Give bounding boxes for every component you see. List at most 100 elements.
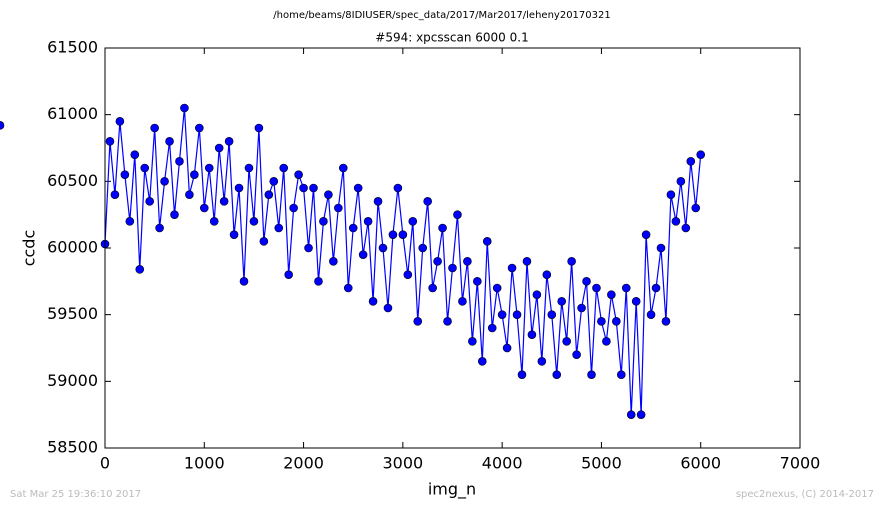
data-point bbox=[105, 137, 115, 146]
footer-right: spec2nexus, (C) 2014-2017 bbox=[736, 489, 874, 500]
data-point bbox=[299, 183, 308, 193]
data-point bbox=[334, 203, 343, 213]
x-tick-label: 5000 bbox=[581, 454, 622, 473]
data-point bbox=[329, 257, 338, 266]
data-point bbox=[502, 343, 512, 353]
data-point bbox=[160, 177, 169, 186]
data-point bbox=[557, 297, 567, 306]
data-point bbox=[602, 337, 611, 346]
x-tick-label: 7000 bbox=[780, 454, 821, 473]
data-point bbox=[324, 190, 333, 199]
data-point bbox=[195, 123, 204, 133]
data-point bbox=[656, 243, 666, 253]
data-point bbox=[145, 197, 154, 206]
data-point bbox=[120, 170, 130, 179]
data-point bbox=[592, 283, 601, 293]
data-point bbox=[517, 370, 527, 379]
data-point bbox=[398, 230, 408, 239]
data-point bbox=[671, 217, 681, 226]
data-point bbox=[199, 203, 209, 213]
y-tick-label: 59000 bbox=[47, 371, 98, 390]
data-point bbox=[175, 157, 184, 166]
plot-frame bbox=[104, 47, 801, 449]
data-point bbox=[607, 290, 616, 299]
data-point bbox=[378, 243, 388, 253]
data-point bbox=[681, 223, 691, 233]
x-axis-label: img_n bbox=[428, 480, 476, 500]
data-point bbox=[185, 190, 194, 199]
y-tick-label: 61500 bbox=[47, 38, 98, 57]
x-tick-label: 1000 bbox=[184, 454, 225, 473]
y-tick-label: 58500 bbox=[47, 438, 98, 457]
data-point bbox=[314, 277, 323, 286]
data-point bbox=[562, 337, 571, 346]
data-point bbox=[537, 357, 547, 366]
data-point bbox=[577, 303, 586, 313]
data-point bbox=[130, 150, 140, 159]
data-point bbox=[304, 243, 313, 253]
data-point bbox=[269, 177, 279, 186]
x-tick-label: 0 bbox=[100, 454, 110, 473]
y-tick-label: 60000 bbox=[47, 238, 98, 257]
data-point bbox=[597, 317, 606, 326]
data-point bbox=[279, 163, 289, 173]
data-point bbox=[547, 310, 557, 319]
data-point bbox=[249, 217, 259, 226]
data-point bbox=[686, 157, 696, 166]
data-point bbox=[468, 337, 477, 346]
data-point bbox=[214, 143, 224, 153]
data-point bbox=[542, 270, 552, 279]
data-point bbox=[353, 183, 363, 193]
data-point bbox=[448, 263, 457, 273]
data-point bbox=[388, 230, 398, 239]
data-point bbox=[338, 163, 348, 173]
data-point bbox=[631, 297, 641, 306]
data-point bbox=[587, 370, 596, 379]
data-point bbox=[636, 410, 646, 419]
data-point bbox=[572, 350, 581, 359]
data-point bbox=[219, 197, 229, 206]
data-point bbox=[423, 197, 432, 206]
data-point bbox=[453, 210, 462, 219]
data-point bbox=[358, 250, 368, 259]
data-point bbox=[348, 223, 358, 233]
x-tick-label: 3000 bbox=[382, 454, 423, 473]
data-point bbox=[616, 370, 626, 379]
data-point bbox=[319, 217, 328, 226]
data-point bbox=[463, 257, 472, 266]
data-point bbox=[234, 183, 244, 193]
data-point bbox=[155, 223, 164, 233]
data-point bbox=[646, 310, 656, 319]
x-tick-label: 4000 bbox=[482, 454, 523, 473]
data-point bbox=[443, 317, 452, 326]
data-point bbox=[264, 190, 274, 199]
data-point bbox=[0, 121, 5, 130]
data-point bbox=[393, 183, 403, 193]
data-point bbox=[532, 290, 542, 299]
data-point bbox=[209, 217, 219, 226]
data-point bbox=[140, 163, 150, 173]
data-point bbox=[165, 137, 174, 146]
data-point bbox=[373, 197, 383, 206]
data-point bbox=[661, 317, 671, 326]
data-point bbox=[512, 310, 522, 319]
data-point bbox=[294, 170, 303, 179]
data-point bbox=[368, 297, 378, 306]
data-point bbox=[651, 283, 661, 293]
data-point bbox=[413, 317, 423, 326]
data-point bbox=[224, 137, 234, 146]
data-point bbox=[170, 210, 179, 219]
data-point bbox=[125, 217, 135, 226]
data-point bbox=[433, 257, 442, 266]
data-point bbox=[691, 203, 701, 213]
data-point bbox=[289, 203, 298, 213]
data-point bbox=[492, 283, 502, 293]
x-tick-label: 2000 bbox=[283, 454, 324, 473]
data-point bbox=[567, 257, 576, 266]
data-point bbox=[641, 230, 651, 239]
data-point bbox=[696, 150, 706, 159]
data-point bbox=[626, 410, 636, 419]
data-point bbox=[582, 277, 591, 286]
data-point bbox=[487, 323, 497, 333]
